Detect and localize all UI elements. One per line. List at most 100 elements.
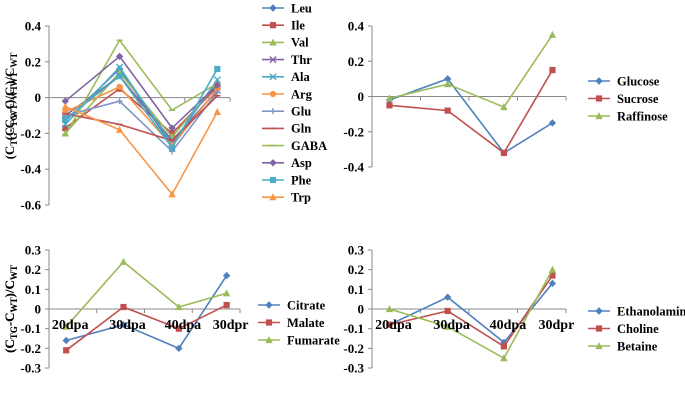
y-tick-label: -0.1 xyxy=(343,321,364,336)
series-line xyxy=(65,304,227,351)
data-point xyxy=(223,301,230,309)
legend-label: Ethanolamine xyxy=(617,304,685,318)
data-point xyxy=(62,336,70,345)
y-label-subscript: WT xyxy=(9,265,19,280)
legend-item: Thr xyxy=(262,53,312,67)
y-axis-label: (CTG-CWT)/CWT xyxy=(2,265,19,353)
x-category-label: 20dpa xyxy=(375,318,412,333)
y-label-part: )/C xyxy=(2,280,17,297)
data-point xyxy=(548,279,557,288)
chart-panel-amino-acids: 0.40.20-0.2-0.4-0.6(CTG-CWT)/CWTLeuIleVa… xyxy=(2,1,327,212)
legend-label: Leu xyxy=(291,1,312,15)
y-tick-label: -0.1 xyxy=(20,321,41,336)
y-tick-label: 0.3 xyxy=(25,243,42,258)
data-point xyxy=(222,271,231,280)
series-line xyxy=(65,275,228,350)
legend-item: Arg xyxy=(262,87,313,101)
series-line xyxy=(389,34,554,109)
data-point xyxy=(444,307,451,315)
y-label-subscript: WT xyxy=(9,104,19,119)
y-tick-label: 0.3 xyxy=(348,243,365,258)
y-tick-label: -0.4 xyxy=(343,160,364,175)
chart-panel-amines: 0.30.20.10-0.1-0.2-0.3(CTG-CWT)/CWT20dpa… xyxy=(2,243,685,376)
y-label-part: -C xyxy=(2,312,17,326)
y-tick-label: -0.2 xyxy=(343,124,364,139)
legend-item: Betaine xyxy=(588,339,658,353)
data-point xyxy=(116,73,123,80)
series-line xyxy=(64,105,219,196)
legend-item: Citrate xyxy=(258,298,326,312)
legend-label: GABA xyxy=(291,139,327,153)
series-line xyxy=(64,65,218,146)
y-axis-label: (CTG-CWT)/CWT xyxy=(2,72,19,160)
data-point xyxy=(549,66,556,74)
data-point xyxy=(595,112,603,120)
y-label-part: (C xyxy=(2,127,17,141)
y-label-part: (C xyxy=(2,146,17,160)
data-point xyxy=(115,125,124,133)
data-point xyxy=(548,119,557,127)
legend-label: Choline xyxy=(617,322,659,336)
y-tick-label: 0.2 xyxy=(348,54,364,69)
legend: Ethanolamine Choline Betaine xyxy=(588,304,685,353)
series-citrate xyxy=(62,271,231,353)
legend-item: Leu xyxy=(262,1,312,15)
data-point xyxy=(595,325,603,332)
legend-label: Ile xyxy=(291,19,305,33)
data-point xyxy=(548,265,557,273)
series-trp xyxy=(61,102,222,198)
data-point xyxy=(443,75,452,83)
x-category-label: 30dpr xyxy=(213,318,249,333)
y-label-subscript: TG xyxy=(9,133,19,146)
data-point xyxy=(119,257,128,265)
data-point xyxy=(168,144,176,151)
data-point xyxy=(595,77,603,85)
legend-item: Sucrose xyxy=(588,92,659,106)
y-label-part: )/C xyxy=(2,87,17,104)
data-point xyxy=(386,321,393,328)
legend: Citrate Malate Fumarate xyxy=(258,298,340,347)
legend-item: Ala xyxy=(262,70,311,84)
y-label-part: )/C xyxy=(2,68,17,85)
data-point xyxy=(548,30,557,38)
data-point xyxy=(269,159,277,167)
data-point xyxy=(61,102,69,110)
series-line xyxy=(65,260,227,328)
legend-label: Betaine xyxy=(617,339,658,353)
x-category-label: 30dpa xyxy=(109,318,146,333)
y-tick-label: -0.3 xyxy=(343,361,364,376)
series-asp xyxy=(61,52,222,132)
y-label-part: -C xyxy=(2,312,17,326)
y-label-subscript: WT xyxy=(9,85,19,100)
series-gaba xyxy=(62,38,221,136)
legend: Leu Ile Val Thr Ala Arg Glu Gln GABA Asp Phe Trp xyxy=(262,1,327,205)
y-tick-label: 0 xyxy=(358,89,365,104)
series-line xyxy=(389,77,553,154)
series-line xyxy=(389,269,554,360)
y-tick-label: 0.1 xyxy=(25,282,41,297)
data-point xyxy=(168,190,176,198)
series-line xyxy=(65,95,218,142)
y-label-part: (C xyxy=(2,339,17,353)
legend-label: Trp xyxy=(291,191,311,205)
y-axis-label: (CTG-CWT)/CWT xyxy=(2,265,19,353)
series-glucose xyxy=(385,75,557,157)
data-point xyxy=(443,293,452,301)
y-label-subscript: TG xyxy=(9,114,19,127)
data-point xyxy=(213,108,222,116)
data-point xyxy=(265,301,273,309)
legend-label: Glu xyxy=(291,105,311,119)
y-label-subscript: WT xyxy=(9,53,19,68)
series-line xyxy=(389,275,554,348)
series-line xyxy=(64,38,218,136)
data-point xyxy=(120,303,127,311)
series-line xyxy=(64,68,219,150)
legend-label: Phe xyxy=(291,173,312,187)
series-gln xyxy=(62,95,221,142)
data-point xyxy=(269,108,277,115)
legend-item: Fumarate xyxy=(258,333,340,347)
x-category-label: 20dpa xyxy=(52,318,89,333)
data-point xyxy=(63,347,70,354)
y-tick-label: 0.1 xyxy=(348,282,364,297)
